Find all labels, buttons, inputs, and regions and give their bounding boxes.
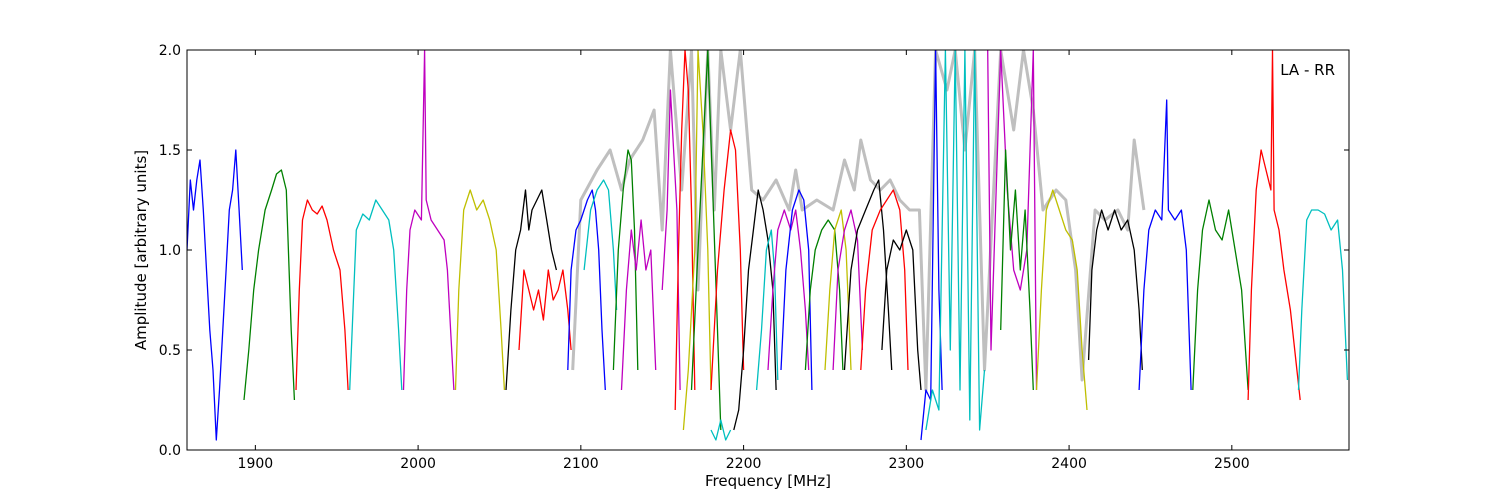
y-tick-label: 1.5 [159,143,181,159]
series-line-25 [832,209,864,371]
background-trace-layer [571,50,1146,392]
series-line-37 [1247,50,1301,401]
series-line-5 [402,50,455,391]
series-line-13 [661,89,681,391]
x-tick-label: 2200 [726,456,762,472]
series-line-20 [755,229,779,391]
series-line-26 [843,179,893,371]
series-line-32 [1000,149,1034,391]
series-line-11 [612,149,639,371]
series-line-23 [804,219,844,371]
series-line-18 [710,419,732,441]
series-line-1 [187,149,243,441]
x-axis-title: Frequency [MHz] [705,472,831,490]
series-line-9 [567,189,606,391]
series-line-7 [505,189,558,391]
series-line-22 [780,189,813,391]
series-line-6 [454,189,506,391]
y-tick-label: 1.0 [159,243,181,259]
series-line-29 [920,50,943,441]
series-line-30 [925,50,986,431]
series-line-8 [518,269,572,351]
x-tick-label: 2000 [400,456,436,472]
y-tick-label: 0.0 [159,443,181,459]
series-line-28 [881,229,922,391]
x-tick-label: 2300 [889,456,925,472]
plot-area [187,50,1349,441]
series-line-14 [674,50,696,411]
series-line-12 [620,219,657,391]
series-line-16 [690,50,722,431]
series-line-34 [1087,209,1143,371]
x-tick-label: 2400 [1051,456,1087,472]
ticks-layer: 1900 2000 2100 2200 2300 2400 2500 0.0 0.5 1.0 1.5… [159,43,1349,472]
series-line-3 [295,199,349,391]
series-line-4 [349,199,403,391]
series-line-36 [1192,199,1249,391]
series-line-10 [583,179,618,311]
series-layer [187,50,1349,441]
series-line-33 [1035,189,1088,411]
series-line-15 [682,50,712,431]
series-line-35 [1138,99,1192,391]
x-tick-label: 2100 [563,456,599,472]
y-axis-title: Amplitude [arbitrary units] [132,150,150,350]
series-line-27 [860,189,909,371]
series-line-38 [1297,209,1349,391]
x-tick-label: 1900 [238,456,274,472]
y-tick-label: 2.0 [159,43,181,59]
corner-annotation: LA - RR [1280,61,1335,79]
series-line-2 [243,169,296,401]
x-tick-label: 2500 [1214,456,1250,472]
series-line-24 [824,209,852,371]
y-tick-label: 0.5 [159,343,181,359]
series-line-19 [733,189,777,431]
series-line-31 [987,50,1038,391]
series-line-17 [710,129,745,391]
background-trace [571,50,1146,392]
